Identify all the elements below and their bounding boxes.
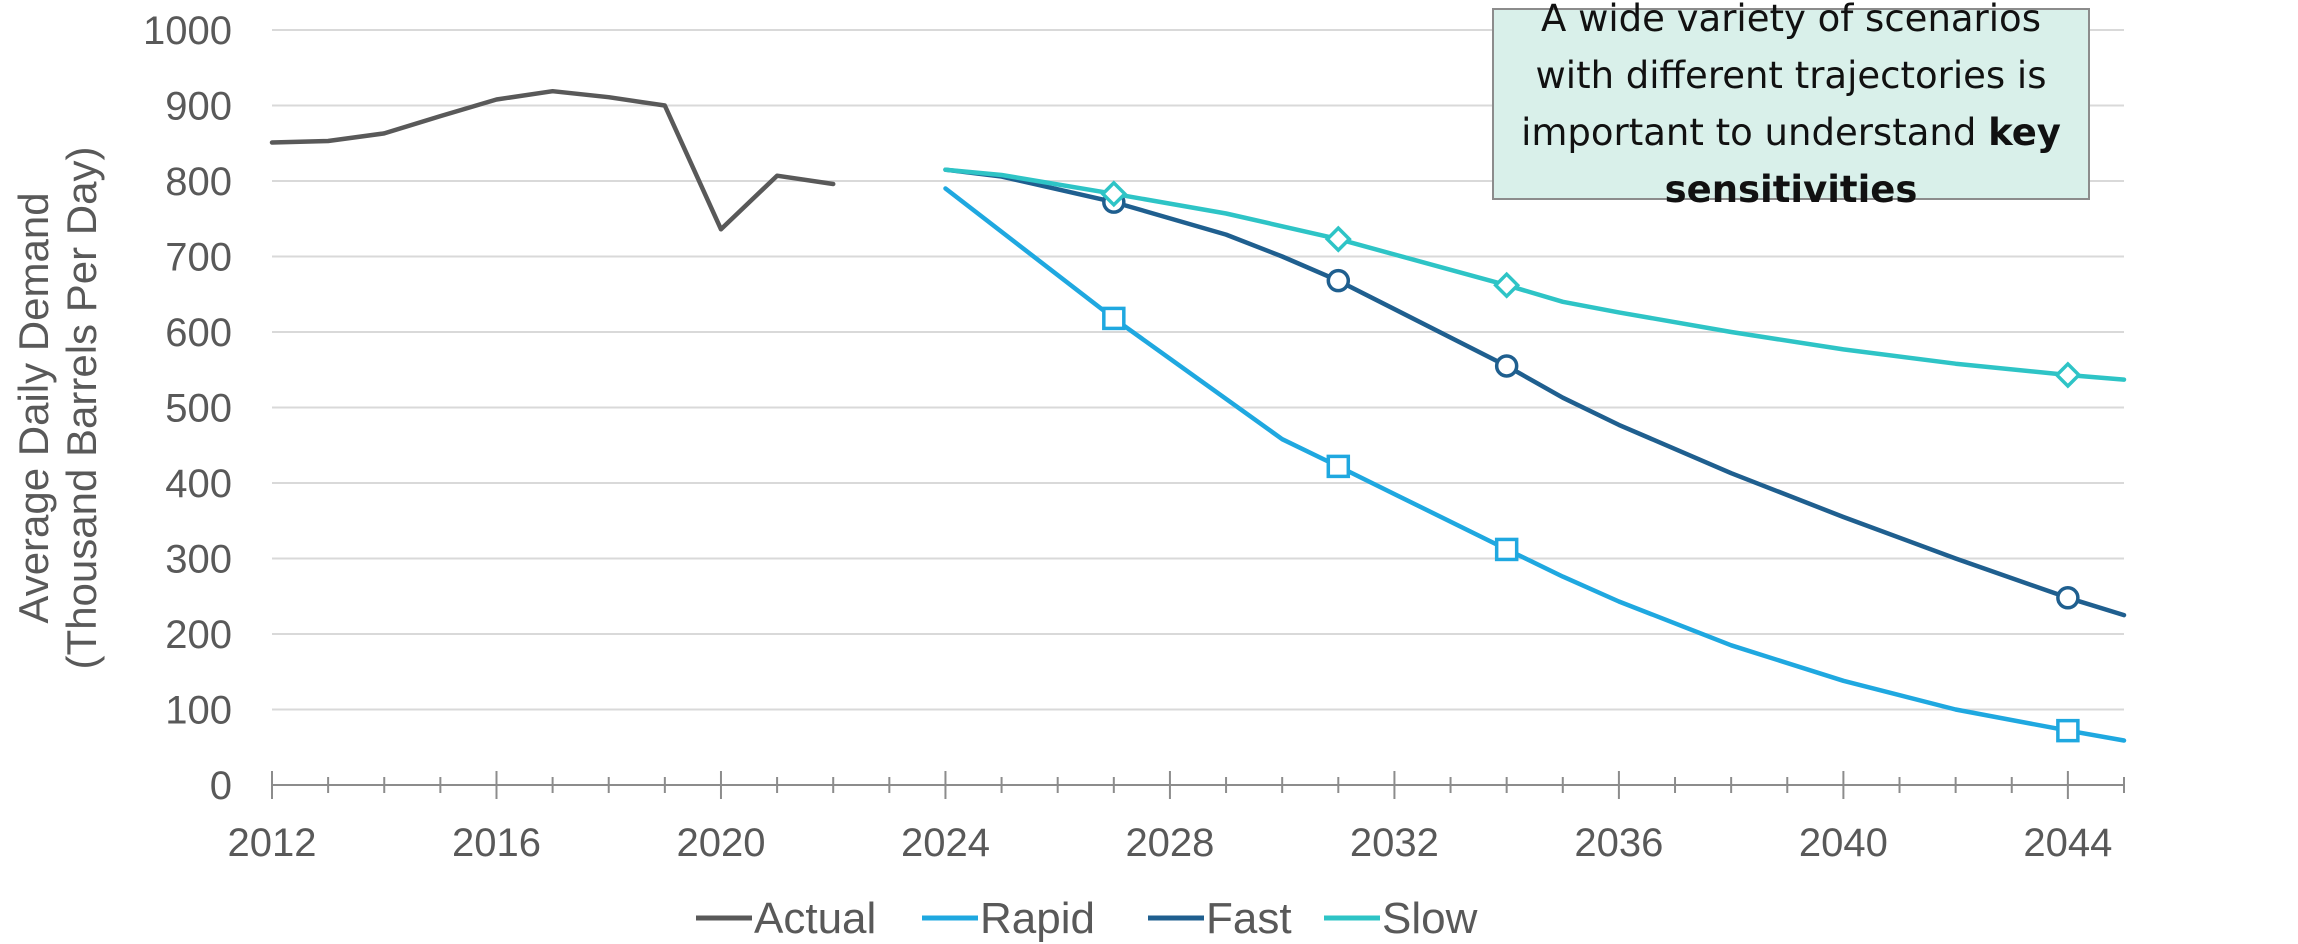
series-line-fast bbox=[943, 167, 2127, 618]
callout-text-prefix: A wide variety of scenarios with differe… bbox=[1521, 0, 2047, 154]
y-tick-label: 800 bbox=[165, 160, 232, 204]
legend-item-rapid: Rapid bbox=[922, 894, 1095, 943]
x-tick-label: 2036 bbox=[1574, 821, 1663, 865]
y-tick-label: 100 bbox=[165, 689, 232, 733]
x-tick-label: 2032 bbox=[1350, 821, 1439, 865]
legend-label: Rapid bbox=[980, 894, 1095, 943]
callout-text: A wide variety of scenarios with differe… bbox=[1504, 0, 2078, 218]
data-point-diamond bbox=[1324, 225, 1352, 253]
series-layer bbox=[269, 88, 2127, 743]
data-point-circle bbox=[2056, 586, 2080, 610]
x-tick-label: 2044 bbox=[2023, 821, 2112, 865]
legend-label: Fast bbox=[1206, 894, 1292, 943]
series-line-rapid bbox=[943, 186, 2127, 743]
x-tick-label: 2024 bbox=[901, 821, 990, 865]
data-point-diamond bbox=[1100, 180, 1128, 208]
y-tick-label: 0 bbox=[210, 764, 232, 808]
y-tick-label: 1000 bbox=[143, 9, 232, 53]
legend: Actual Rapid Fast Slow bbox=[696, 894, 1478, 943]
y-tick-label: 400 bbox=[165, 462, 232, 506]
data-point-diamond bbox=[2054, 361, 2082, 389]
data-point-circle bbox=[1494, 354, 1519, 378]
y-tick-label: 300 bbox=[165, 538, 232, 582]
series-fast bbox=[943, 167, 2127, 618]
y-axis-title-line1: Average Daily Demand bbox=[10, 192, 57, 623]
series-actual bbox=[269, 88, 836, 232]
x-tick-label: 2012 bbox=[228, 821, 317, 865]
axes: 0 100 200 300 400 500 600 700 800 900 1000 2012 2016… bbox=[143, 9, 2125, 865]
data-point-square bbox=[1326, 454, 1351, 479]
y-tick-label: 700 bbox=[165, 236, 232, 280]
data-point-square bbox=[1102, 306, 1126, 331]
y-tick-label: 500 bbox=[165, 387, 232, 431]
x-tick-label: 2020 bbox=[676, 821, 765, 865]
y-tick-label: 200 bbox=[165, 613, 232, 657]
y-tick-label: 900 bbox=[165, 85, 232, 129]
callout-box: A wide variety of scenarios with differe… bbox=[1492, 0, 2090, 211]
y-tick-label: 600 bbox=[165, 311, 232, 355]
data-point-square bbox=[1494, 537, 1519, 562]
legend-item-actual: Actual bbox=[696, 894, 876, 943]
legend-item-slow: Slow bbox=[1324, 894, 1478, 943]
series-slow bbox=[943, 167, 2127, 389]
series-rapid bbox=[943, 186, 2127, 743]
x-tick-label: 2040 bbox=[1799, 821, 1888, 865]
legend-label: Slow bbox=[1382, 894, 1478, 943]
x-tick-label: 2028 bbox=[1125, 821, 1214, 865]
legend-item-fast: Fast bbox=[1148, 894, 1292, 943]
y-axis-title-line2: (Thousand Barrels Per Day) bbox=[58, 147, 105, 670]
data-point-square bbox=[2056, 718, 2080, 743]
data-point-diamond bbox=[1493, 271, 1521, 299]
series-line-actual bbox=[269, 88, 836, 232]
legend-label: Actual bbox=[754, 894, 876, 943]
x-tick-label: 2016 bbox=[452, 821, 541, 865]
data-point-circle bbox=[1326, 268, 1351, 293]
callout-text-bold: key sensitivities bbox=[1664, 111, 2061, 211]
